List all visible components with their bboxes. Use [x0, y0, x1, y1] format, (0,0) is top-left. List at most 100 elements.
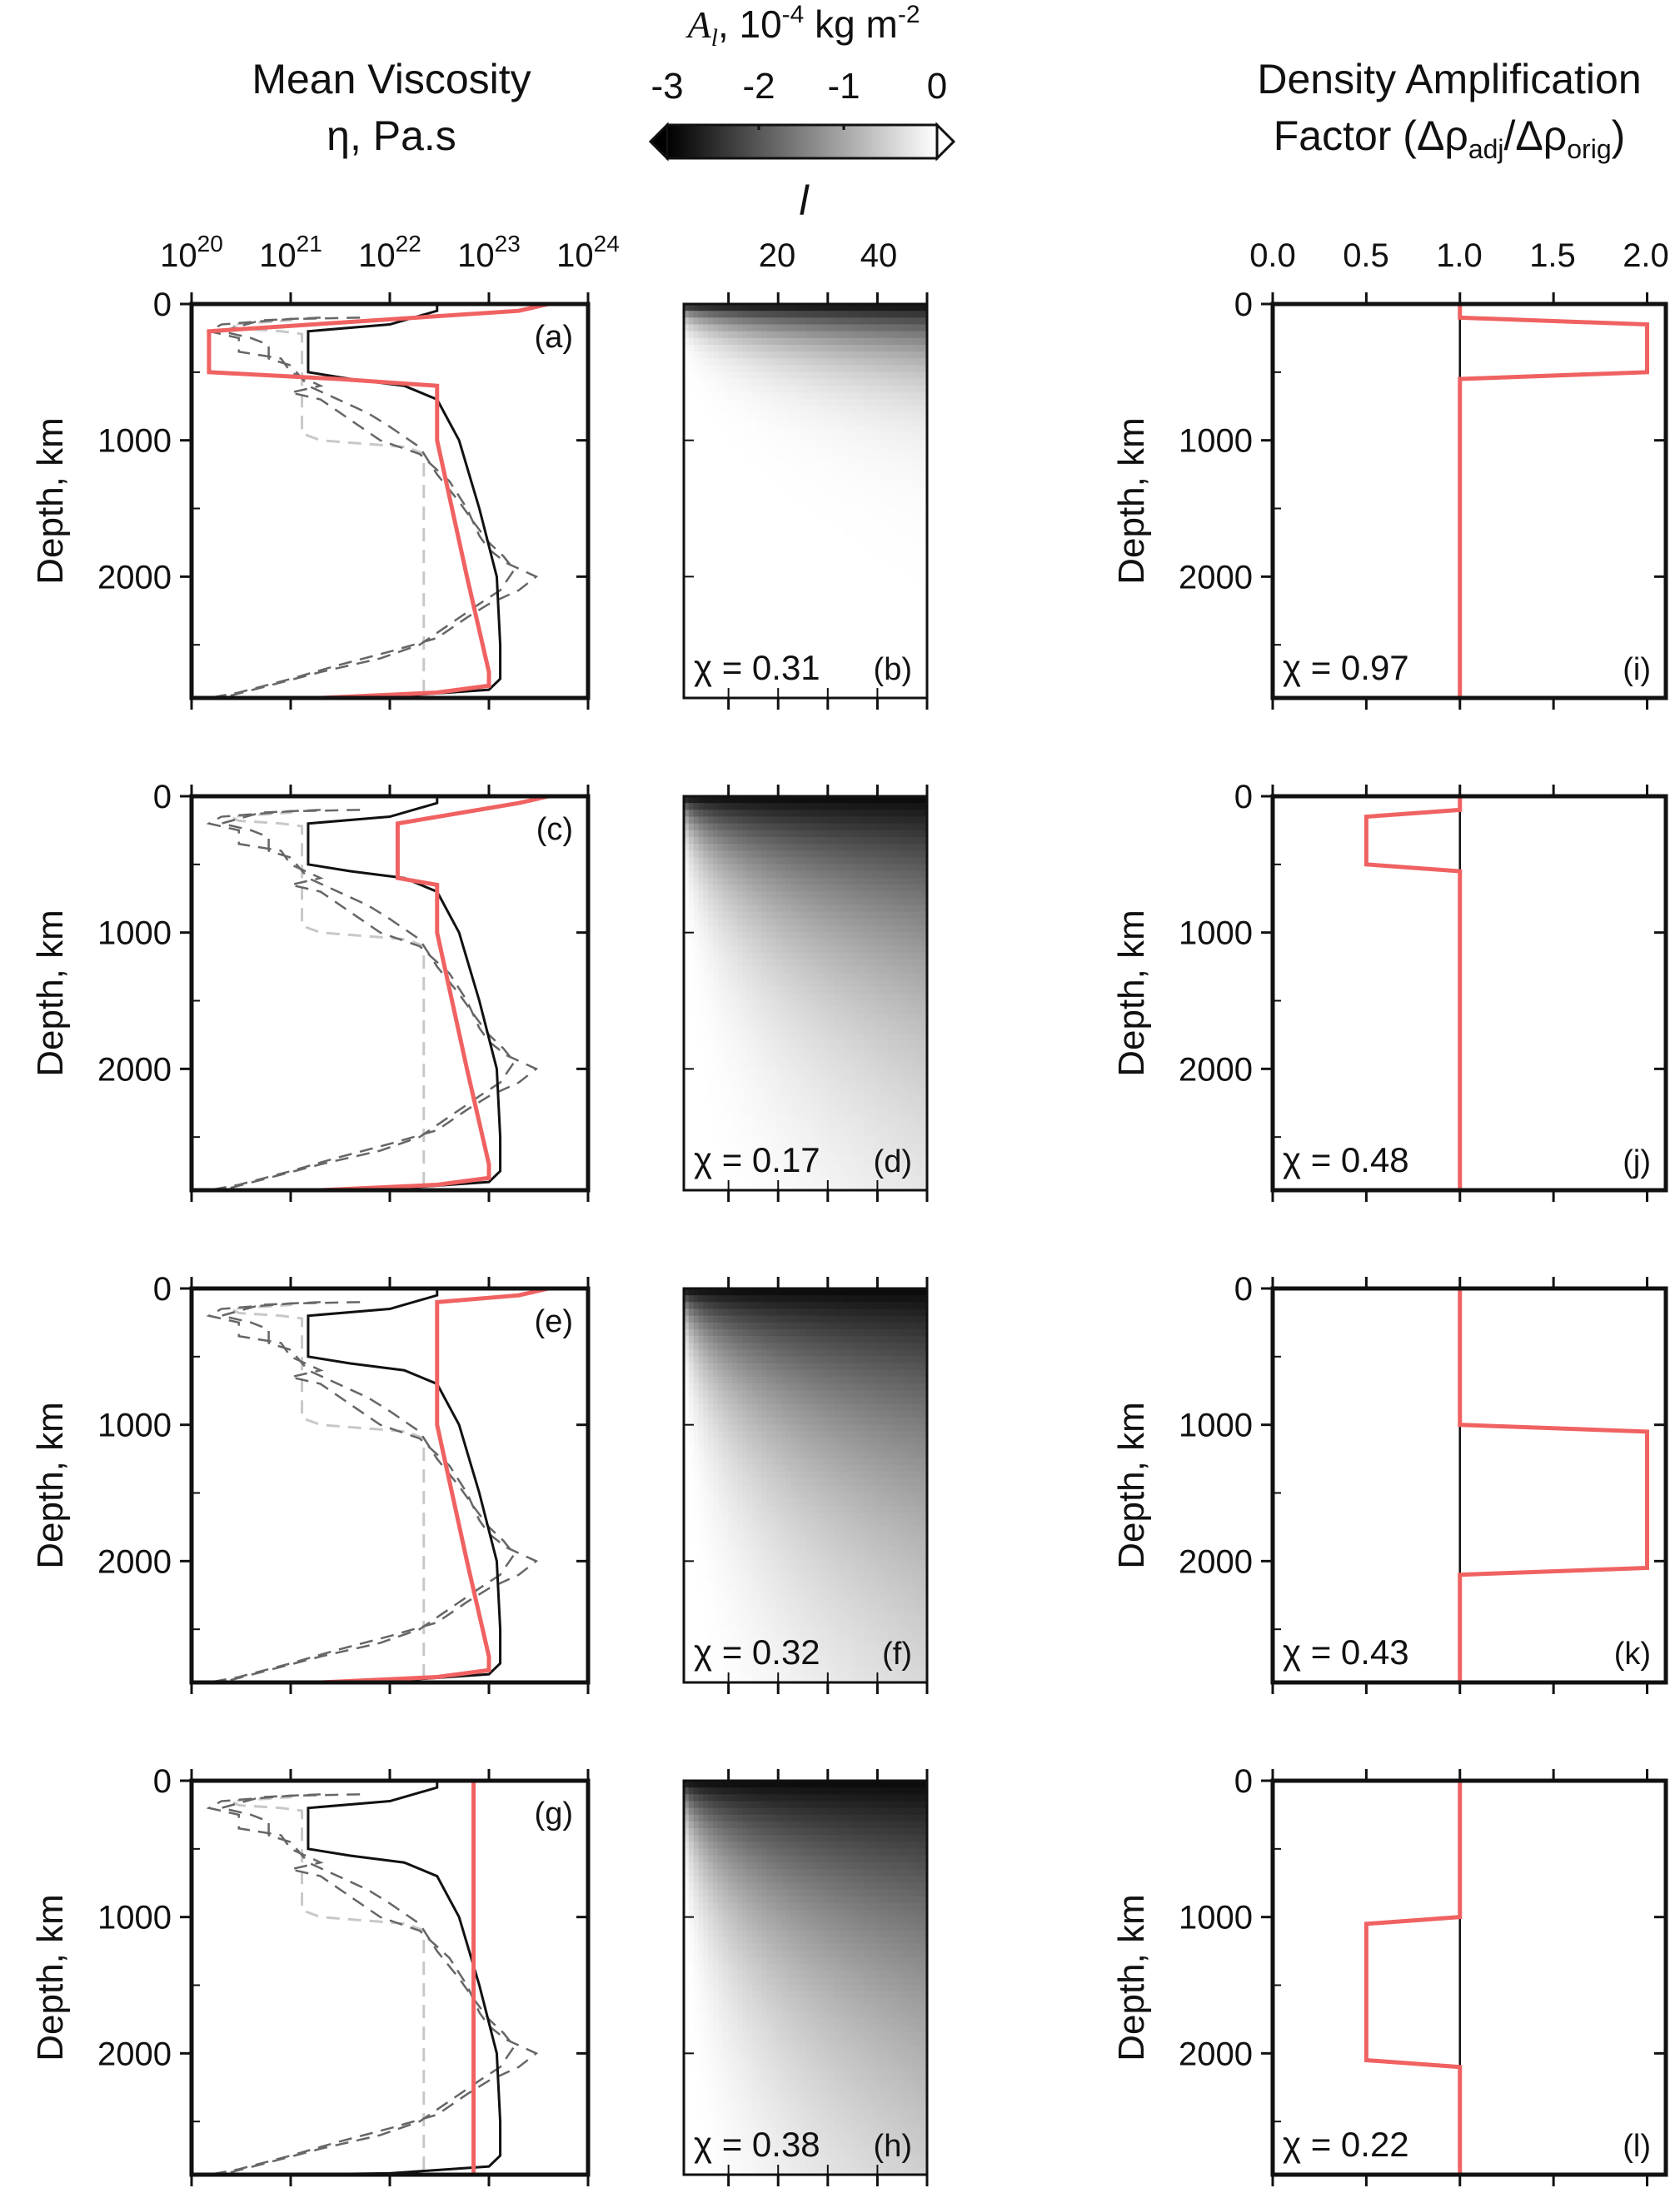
heatmap-cell	[722, 993, 729, 1001]
heatmap-cell	[902, 331, 909, 339]
heatmap-cell	[815, 918, 821, 926]
heatmap-cell	[825, 311, 830, 318]
heatmap-cell	[922, 460, 928, 468]
heatmap-cell	[688, 643, 695, 651]
heatmap-cell	[732, 555, 738, 563]
heatmap-cell	[839, 473, 845, 481]
heatmap-cell	[766, 304, 772, 312]
heatmap-cell	[912, 609, 918, 617]
heatmap-cell	[732, 986, 738, 994]
heatmap-cell	[756, 870, 763, 879]
heatmap-cell	[849, 521, 855, 529]
heatmap-cell	[790, 664, 796, 671]
heatmap-cell	[708, 1135, 714, 1144]
heatmap-cell	[835, 932, 840, 940]
density-tick-label: 1.5	[1529, 237, 1576, 274]
heatmap-cell	[780, 494, 787, 502]
heatmap-cell	[883, 481, 889, 488]
heatmap-cell	[800, 803, 806, 810]
heatmap-cell	[722, 690, 729, 699]
heatmap-cell	[805, 596, 811, 604]
heatmap-cell	[785, 677, 792, 685]
heatmap-cell	[713, 684, 719, 692]
heatmap-cell	[888, 596, 894, 604]
heatmap-cell	[771, 959, 777, 967]
heatmap-cell	[756, 816, 763, 825]
heatmap-cell	[732, 561, 738, 570]
heatmap-cell	[713, 569, 719, 576]
heatmap-cell	[878, 541, 885, 550]
heatmap-cell	[820, 1129, 825, 1137]
heatmap-cell	[917, 331, 923, 339]
heatmap-cell	[684, 670, 690, 679]
heatmap-cell	[732, 925, 738, 933]
heatmap-cell	[688, 1081, 695, 1089]
heatmap-cell	[849, 378, 855, 386]
heatmap-cell	[820, 1149, 825, 1157]
heatmap-cell	[688, 952, 695, 960]
heatmap-cell	[844, 317, 850, 326]
heatmap-cell	[717, 650, 724, 658]
heatmap-cell	[795, 959, 801, 967]
heatmap-cell	[830, 453, 835, 461]
heatmap-cell	[684, 548, 690, 556]
heatmap-cell	[742, 993, 748, 1001]
heatmap-cell	[854, 609, 860, 617]
heatmap-cell	[746, 582, 753, 591]
heatmap-cell	[742, 406, 748, 414]
heatmap-cell	[732, 885, 738, 892]
heatmap-cell	[737, 466, 743, 475]
heatmap-cell	[790, 1020, 796, 1028]
heatmap-cell	[893, 487, 899, 495]
heatmap-cell	[897, 453, 904, 461]
colorbar-tick-label: -1	[827, 66, 860, 107]
heatmap-cell	[922, 487, 928, 495]
heatmap-cell	[820, 528, 825, 536]
heatmap-cell	[902, 501, 909, 509]
heatmap-cell	[893, 426, 899, 434]
heatmap-cell	[737, 1135, 743, 1144]
heatmap-cell	[888, 623, 894, 631]
heatmap-cell	[825, 1142, 830, 1150]
heatmap-cell	[830, 999, 835, 1008]
heatmap-cell	[835, 1163, 840, 1171]
heatmap-cell	[810, 905, 816, 913]
heatmap-cell	[795, 643, 801, 651]
heatmap-cell	[780, 965, 787, 974]
heatmap-cell	[746, 1074, 753, 1083]
heatmap-cell	[732, 1020, 738, 1028]
heatmap-cell	[775, 385, 782, 393]
heatmap-cell	[713, 1135, 719, 1144]
heatmap-cell	[825, 1163, 830, 1171]
heatmap-cell	[785, 636, 792, 645]
heatmap-cell	[844, 823, 850, 831]
heatmap-cell	[835, 630, 840, 638]
heatmap-cell	[746, 959, 753, 967]
heatmap-cell	[708, 650, 714, 658]
heatmap-cell	[688, 945, 695, 954]
heatmap-cell	[756, 925, 763, 933]
heatmap-cell	[698, 870, 704, 879]
heatmap-cell	[746, 419, 753, 427]
heatmap-cell	[746, 365, 753, 373]
heatmap-cell	[684, 473, 690, 481]
y-tick-label: 1000	[97, 915, 172, 952]
heatmap-cell	[864, 623, 870, 631]
heatmap-cell	[717, 541, 724, 550]
heatmap-cell	[825, 836, 830, 845]
heatmap-cell	[859, 412, 865, 421]
heatmap-cell	[883, 473, 889, 481]
heatmap-cell	[825, 657, 830, 665]
heatmap-cell	[790, 1068, 796, 1075]
heatmap-cell	[795, 1149, 801, 1157]
heatmap-cell	[684, 657, 690, 665]
heatmap-cell	[795, 317, 801, 326]
heatmap-cell	[922, 344, 928, 352]
heatmap-cell	[766, 1040, 772, 1049]
heatmap-cell	[703, 1142, 709, 1150]
heatmap-cell	[708, 311, 714, 318]
heatmap-cell	[810, 999, 816, 1008]
heatmap-cell	[698, 1061, 704, 1069]
heatmap-cell	[917, 657, 923, 665]
heatmap-cell	[810, 986, 816, 994]
